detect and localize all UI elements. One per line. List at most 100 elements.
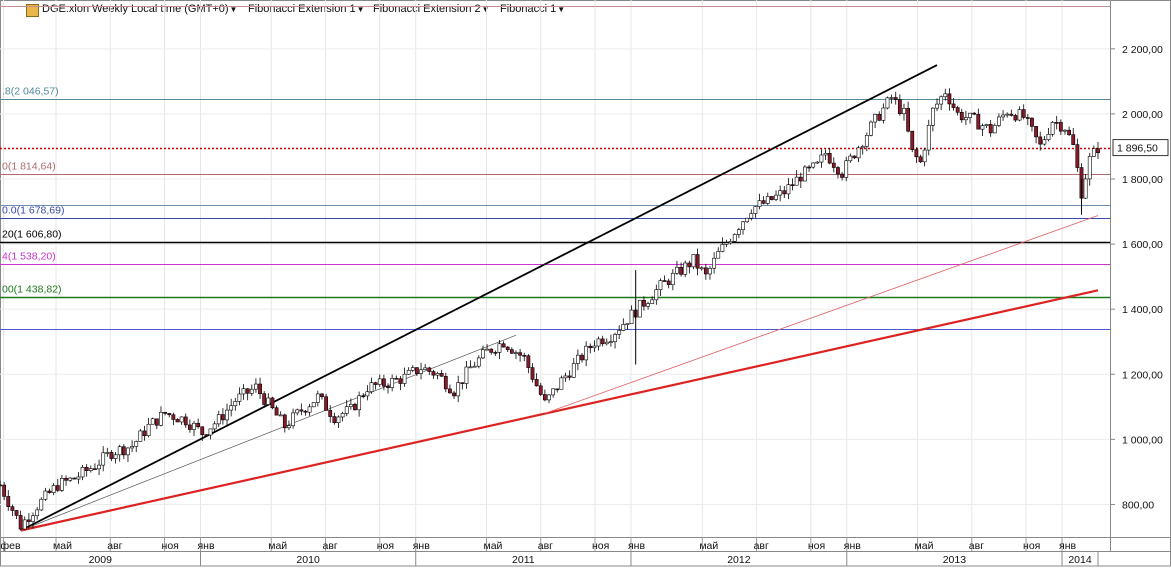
candle-up bbox=[823, 153, 828, 156]
candle-up bbox=[774, 194, 778, 200]
candle-up bbox=[609, 341, 613, 343]
candle-down bbox=[489, 348, 494, 353]
candle-down bbox=[47, 490, 52, 493]
candle-down bbox=[976, 113, 981, 130]
month-label: янв bbox=[844, 540, 861, 552]
candle-up bbox=[497, 343, 502, 353]
candle-up bbox=[997, 116, 1001, 126]
candle-down bbox=[687, 262, 692, 268]
month-label: ноя bbox=[162, 540, 179, 552]
candle-up bbox=[757, 200, 762, 207]
month-label: авг bbox=[538, 540, 553, 552]
candle-up bbox=[848, 155, 853, 162]
candle-down bbox=[18, 515, 23, 530]
candle-up bbox=[683, 262, 688, 275]
candle-up bbox=[551, 388, 556, 396]
candle-up bbox=[765, 196, 770, 204]
candle-up bbox=[1091, 148, 1096, 157]
candle-up bbox=[410, 367, 415, 371]
month-label: май bbox=[483, 540, 502, 552]
candle-down bbox=[1009, 113, 1014, 116]
candle-up bbox=[621, 324, 626, 331]
candle-down bbox=[109, 452, 114, 459]
year-label: 2011 bbox=[512, 554, 535, 566]
candle-down bbox=[695, 254, 700, 269]
candle-up bbox=[402, 373, 407, 384]
candle-up bbox=[968, 112, 972, 118]
candle-up bbox=[926, 124, 931, 151]
candle-down bbox=[827, 153, 832, 164]
candle-up bbox=[559, 377, 564, 390]
candle-up bbox=[563, 375, 568, 379]
month-label: янв bbox=[1059, 540, 1076, 552]
candle-up bbox=[406, 370, 411, 375]
candle-up bbox=[889, 97, 894, 99]
price-label: 1 800,00 bbox=[1122, 174, 1163, 186]
candle-down bbox=[262, 393, 267, 405]
candle-up bbox=[646, 303, 650, 307]
last-price-marker: 1 896,50 bbox=[1112, 139, 1169, 157]
candle-up bbox=[992, 125, 997, 134]
candle-up bbox=[745, 217, 750, 223]
candle-down bbox=[662, 280, 667, 282]
symbol-icon[interactable] bbox=[26, 4, 39, 17]
candle-down bbox=[443, 375, 448, 390]
month-label: май bbox=[915, 540, 934, 552]
candle-up bbox=[815, 161, 820, 164]
candle-up bbox=[159, 411, 163, 426]
candle-up bbox=[344, 406, 349, 414]
candle-up bbox=[192, 422, 196, 430]
candle-down bbox=[431, 371, 436, 376]
candle-down bbox=[518, 352, 523, 356]
candle-down bbox=[538, 385, 543, 395]
candle-up bbox=[736, 229, 741, 235]
candle-down bbox=[1021, 109, 1026, 118]
candle-up bbox=[456, 382, 461, 397]
month-label: ноя bbox=[377, 540, 394, 552]
chevron-down-icon: ▼ bbox=[481, 5, 490, 14]
candle-down bbox=[530, 367, 535, 380]
price-label: 2 000,00 bbox=[1122, 109, 1163, 121]
candle-up bbox=[472, 365, 477, 368]
candle-down bbox=[361, 395, 366, 398]
candle-up bbox=[208, 428, 213, 436]
year-label: 2014 bbox=[1068, 554, 1092, 566]
candle-down bbox=[703, 267, 708, 275]
candle-up bbox=[348, 403, 353, 407]
trend-lines bbox=[20, 64, 1099, 532]
candle-up bbox=[617, 330, 622, 335]
candle-down bbox=[381, 378, 386, 387]
candle-up bbox=[485, 348, 489, 351]
candle-up bbox=[138, 430, 143, 442]
candle-down bbox=[893, 97, 898, 100]
candle-up bbox=[357, 395, 362, 411]
candle-up bbox=[295, 409, 300, 414]
month-label: ноя bbox=[592, 540, 609, 552]
candle-down bbox=[332, 416, 337, 424]
candle-up bbox=[287, 425, 291, 429]
candle-up bbox=[881, 107, 886, 121]
time-axis: фев май авг ноя янв май авг ноя янв май авг ноя янв м… bbox=[1, 537, 1099, 566]
candle-up bbox=[365, 391, 370, 397]
candle-down bbox=[914, 149, 919, 158]
candle-up bbox=[464, 366, 469, 384]
candlesticks bbox=[0, 88, 1100, 531]
candle-down bbox=[452, 392, 456, 397]
month-label: ноя bbox=[1023, 540, 1040, 552]
candle-down bbox=[918, 156, 923, 163]
candle-up bbox=[146, 423, 151, 437]
candle-up bbox=[22, 519, 27, 530]
candle-down bbox=[542, 394, 547, 401]
candle-down bbox=[204, 434, 209, 436]
candle-up bbox=[336, 416, 341, 424]
candle-down bbox=[1038, 136, 1043, 145]
candle-down bbox=[1025, 117, 1030, 119]
candle-up bbox=[844, 160, 849, 178]
candle-down bbox=[988, 124, 993, 134]
month-label: ноя bbox=[808, 540, 825, 552]
candle-up bbox=[423, 367, 428, 371]
candle-down bbox=[509, 349, 514, 354]
candle-up bbox=[80, 466, 85, 478]
